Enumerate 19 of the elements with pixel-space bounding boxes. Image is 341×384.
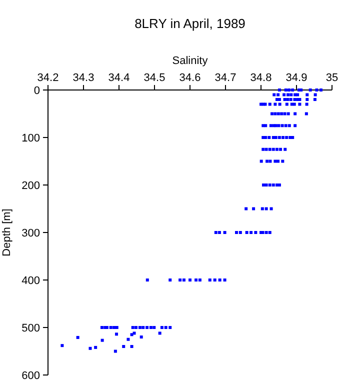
x-tick-label: 34.7 [214,72,236,84]
x-tick-label: 34.6 [179,72,201,84]
x-tick-label: 34.3 [72,72,94,84]
chart-title: 8LRY in April, 1989 [134,16,246,31]
y-tick-label: 400 [22,275,40,287]
x-axis-title: Salinity [172,55,208,67]
x-tick-label: 34.4 [108,72,130,84]
x-tick-label: 34.8 [250,72,272,84]
y-tick-label: 0 [34,85,40,97]
x-tick-label: 34.5 [144,72,166,84]
y-tick-label: 600 [22,370,40,382]
y-axis-title: Depth [m] [1,208,13,256]
x-tick-label: 35 [326,72,338,84]
y-tick-label: 100 [22,132,40,144]
y-tick-label: 300 [22,228,40,240]
y-tick-label: 500 [22,322,40,334]
y-tick-label: 200 [22,180,40,192]
x-tick-label: 34.9 [286,72,308,84]
x-tick-label: 34.2 [37,72,59,84]
